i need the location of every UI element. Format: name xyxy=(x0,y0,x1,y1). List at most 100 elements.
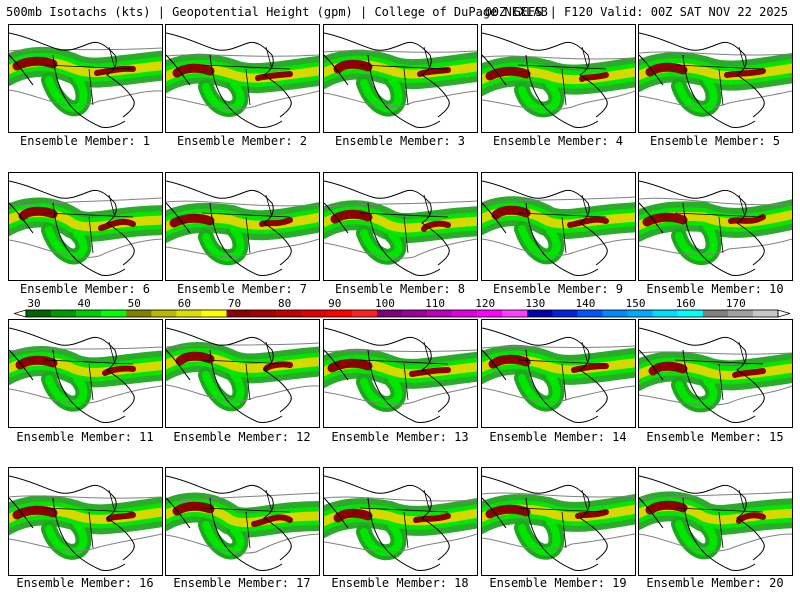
ensemble-member-label: Ensemble Member: 17 xyxy=(173,576,311,590)
coastlines xyxy=(482,475,608,571)
coastlines xyxy=(639,327,765,423)
isotach-map xyxy=(9,327,162,423)
ensemble-map-panel xyxy=(638,467,793,576)
isotach-map xyxy=(9,475,162,571)
colorbar-swatch xyxy=(752,310,779,317)
colorbar-tick-label: 70 xyxy=(228,298,241,310)
isotach-map xyxy=(639,32,792,128)
coastlines xyxy=(166,327,292,423)
colorbar-swatch xyxy=(652,310,678,317)
isotach-map xyxy=(9,32,162,128)
height-contours xyxy=(639,351,792,406)
isotach-map xyxy=(324,475,477,571)
colorbar-swatch xyxy=(677,310,703,317)
ensemble-member-label: Ensemble Member: 10 xyxy=(646,282,784,296)
coastlines xyxy=(166,475,292,571)
colorbar-swatch xyxy=(301,310,327,317)
ensemble-member-label: Ensemble Member: 8 xyxy=(334,282,466,296)
coastlines xyxy=(639,180,765,276)
header: 500mb Isotachs (kts) | Geopotential Heig… xyxy=(6,4,796,20)
run-valid-time: 00Z GEFS | F120 Valid: 00Z SAT NOV 22 20… xyxy=(484,5,788,19)
ensemble-member-label: Ensemble Member: 5 xyxy=(649,134,781,148)
colorbar-tick-label: 130 xyxy=(525,298,545,310)
height-contours xyxy=(324,200,477,259)
jet-stream-isotachs xyxy=(9,46,162,117)
isotach-map xyxy=(639,327,792,423)
ensemble-map-panel xyxy=(481,172,636,281)
colorbar-swatch xyxy=(51,310,77,317)
jet-stream-isotachs xyxy=(166,342,319,412)
coastlines xyxy=(9,475,135,571)
jet-stream-isotachs xyxy=(482,494,635,560)
ensemble-map-panel xyxy=(165,319,320,428)
isotach-map xyxy=(166,327,319,423)
height-contours xyxy=(166,342,319,402)
height-contours xyxy=(9,346,162,405)
colorbar-swatch xyxy=(201,310,227,317)
colorbar-tick-label: 110 xyxy=(425,298,445,310)
colorbar-swatch xyxy=(477,310,503,317)
ensemble-map-panel xyxy=(481,467,636,576)
ensemble-map-panel xyxy=(323,172,478,281)
coastlines xyxy=(166,180,292,276)
jet-stream-isotachs xyxy=(324,200,477,265)
isotach-map xyxy=(639,180,792,276)
height-contours xyxy=(482,196,635,257)
height-contours xyxy=(482,345,635,403)
jet-stream-isotachs xyxy=(324,348,477,412)
height-contours xyxy=(166,492,319,554)
jet-stream-isotachs xyxy=(482,344,635,412)
ensemble-map-panel xyxy=(165,467,320,576)
ensemble-map-panel xyxy=(481,319,636,428)
jet-stream-isotachs xyxy=(639,491,792,560)
ensemble-map-panel xyxy=(8,467,163,576)
colorbar-swatch xyxy=(76,310,102,317)
ensemble-member-label: Ensemble Member: 9 xyxy=(492,282,624,296)
wind-speed-colorbar: 30 40 50 60 70 80 90 100 110 120 130 140 150 160 170 xyxy=(14,298,790,318)
ensemble-member-label: Ensemble Member: 18 xyxy=(331,576,469,590)
jet-stream-isotachs xyxy=(482,196,635,265)
ensemble-map-panel xyxy=(8,172,163,281)
ensemble-member-label: Ensemble Member: 2 xyxy=(176,134,308,148)
isotach-map xyxy=(324,180,477,276)
colorbar-swatch xyxy=(176,310,202,317)
colorbar-swatch xyxy=(251,310,277,317)
colorbar-swatch xyxy=(226,310,252,317)
height-contours xyxy=(9,495,162,552)
ensemble-map-panel xyxy=(8,319,163,428)
jet-stream-isotachs xyxy=(482,56,635,118)
colorbar-swatch xyxy=(376,310,403,317)
colorbar-swatch xyxy=(602,310,628,317)
ensemble-member-label: Ensemble Member: 1 xyxy=(19,134,151,148)
colorbar-swatch xyxy=(577,310,603,317)
colorbar-low-arrow xyxy=(14,309,27,318)
coastlines xyxy=(166,32,292,128)
jet-stream-isotachs xyxy=(9,346,162,412)
coastlines xyxy=(482,32,608,128)
isotach-map xyxy=(324,32,477,128)
isotach-map xyxy=(166,475,319,571)
colorbar-tick-label: 60 xyxy=(178,298,191,310)
height-contours xyxy=(482,492,635,551)
colorbar-swatch xyxy=(326,310,353,317)
isotach-map xyxy=(482,180,635,276)
colorbar-tick-label: 80 xyxy=(278,298,291,310)
isotach-map xyxy=(482,475,635,571)
coastlines xyxy=(639,475,765,571)
ensemble-member-label: Ensemble Member: 15 xyxy=(646,430,784,444)
isotach-map xyxy=(166,32,319,128)
colorbar-tick-label: 140 xyxy=(576,298,596,310)
isotach-map xyxy=(9,180,162,276)
jet-stream-isotachs xyxy=(166,202,319,266)
ensemble-map-panel xyxy=(323,24,478,133)
ensemble-member-label: Ensemble Member: 13 xyxy=(331,430,469,444)
ensemble-member-label: Ensemble Member: 11 xyxy=(16,430,154,444)
ensemble-map-panel xyxy=(323,467,478,576)
colorbar-tick-label: 50 xyxy=(128,298,141,310)
ensemble-map-panel xyxy=(165,24,320,133)
height-contours xyxy=(324,50,477,108)
colorbar-tick-label: 150 xyxy=(626,298,646,310)
jet-stream-isotachs xyxy=(639,52,792,117)
colorbar-tick-label: 40 xyxy=(78,298,91,310)
coastlines xyxy=(324,327,450,423)
